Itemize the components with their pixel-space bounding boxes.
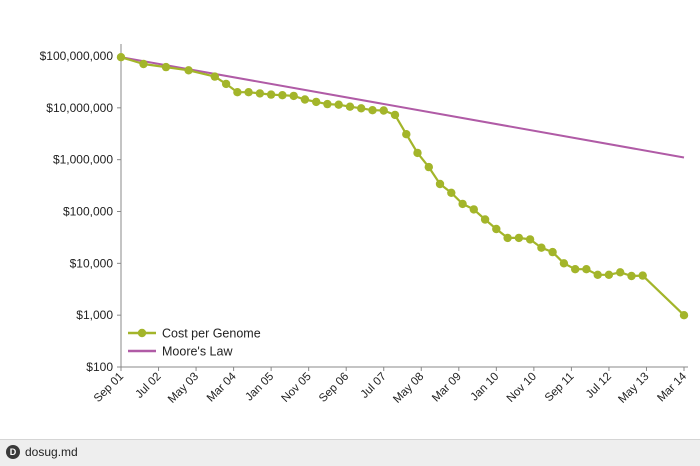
data-point (300, 95, 310, 104)
data-point (255, 89, 265, 98)
x-tick-label: Jul 02 (133, 371, 163, 401)
data-point (278, 91, 287, 100)
data-point (559, 259, 569, 268)
x-tick-label: Jan 10 (469, 371, 502, 404)
data-point (184, 66, 193, 75)
x-tick-label: May 08 (391, 371, 426, 406)
x-tick-label: Jan 05 (243, 371, 276, 404)
data-point (638, 271, 647, 280)
data-point (571, 265, 580, 274)
data-point (447, 188, 456, 197)
data-point (458, 199, 467, 209)
series-layer (116, 53, 689, 320)
y-tick-label: $1,000 (76, 308, 113, 322)
data-point (368, 106, 377, 115)
data-point (390, 110, 400, 120)
data-point (480, 215, 490, 224)
data-point (266, 90, 276, 99)
x-axis-ticks: Sep 01 Jul 02 May 03 Mar 04 Jan 05 Nov 05 Sep … (92, 367, 690, 406)
legend-marker (137, 328, 147, 338)
data-point (525, 235, 535, 244)
watermark-text: dosug.md (25, 445, 78, 459)
data-point (679, 311, 689, 320)
x-tick-label: Nov 05 (280, 371, 314, 405)
data-point (334, 100, 343, 109)
y-tick-label: $10,000 (70, 256, 114, 270)
x-tick-label: Mar 09 (430, 371, 464, 405)
data-point (244, 88, 253, 97)
data-point (379, 106, 388, 115)
legend-item: Cost per Genome (128, 327, 261, 341)
data-point (503, 233, 512, 243)
data-point (548, 247, 557, 257)
y-tick-label: $100 (86, 360, 113, 374)
x-tick-label: Sep 06 (317, 371, 351, 405)
y-tick-label: $100,000 (63, 205, 113, 219)
data-point (593, 270, 602, 279)
data-point (233, 88, 242, 97)
x-tick-label: Jul 07 (359, 371, 389, 401)
data-point (323, 99, 332, 109)
data-point (627, 271, 636, 281)
series-line (120, 56, 685, 159)
data-point (582, 265, 591, 274)
data-point (312, 97, 321, 107)
data-point (139, 59, 148, 69)
legend-label: Moore's Law (162, 345, 233, 359)
dosug-logo-icon: D (6, 445, 20, 459)
data-point (161, 62, 171, 72)
data-point (616, 268, 625, 277)
data-point (514, 233, 524, 243)
x-tick-label: May 13 (616, 371, 651, 406)
axes (120, 44, 688, 368)
series-cost-per-genome (116, 53, 689, 320)
data-point (469, 205, 478, 214)
x-tick-label: Nov 10 (505, 371, 539, 405)
data-point (345, 102, 355, 111)
data-point (435, 179, 445, 189)
data-point (116, 53, 126, 62)
data-point (492, 224, 501, 234)
x-tick-label: Mar 04 (205, 370, 239, 404)
data-point (604, 270, 614, 279)
chart: $100,000,000 $10,000,000 $1,000,000 $100,00… (40, 44, 690, 406)
series-moore-s-law (120, 56, 685, 159)
data-point (413, 148, 422, 158)
y-tick-label: $1,000,000 (53, 153, 113, 167)
x-tick-label: May 03 (166, 371, 201, 406)
data-point (221, 79, 231, 89)
bottom-strip: D dosug.md (0, 439, 700, 466)
data-point (537, 243, 546, 252)
data-point (357, 104, 366, 113)
x-tick-label: Sep 11 (543, 371, 577, 405)
data-point (424, 162, 433, 172)
y-axis-ticks: $100,000,000 $10,000,000 $1,000,000 $100,00… (40, 49, 121, 374)
legend-label: Cost per Genome (162, 327, 261, 341)
legend: Cost per Genome Moore's Law (128, 327, 261, 359)
y-tick-label: $100,000,000 (40, 49, 114, 63)
data-point (289, 91, 298, 101)
legend-item: Moore's Law (128, 345, 233, 359)
y-tick-label: $10,000,000 (46, 101, 113, 115)
x-tick-label: Sep 01 (92, 371, 126, 405)
data-point (402, 130, 411, 139)
x-tick-label: Jul 12 (584, 371, 614, 401)
x-tick-label: Mar 14 (655, 370, 689, 404)
watermark: D dosug.md (6, 445, 78, 459)
data-point (210, 72, 219, 81)
